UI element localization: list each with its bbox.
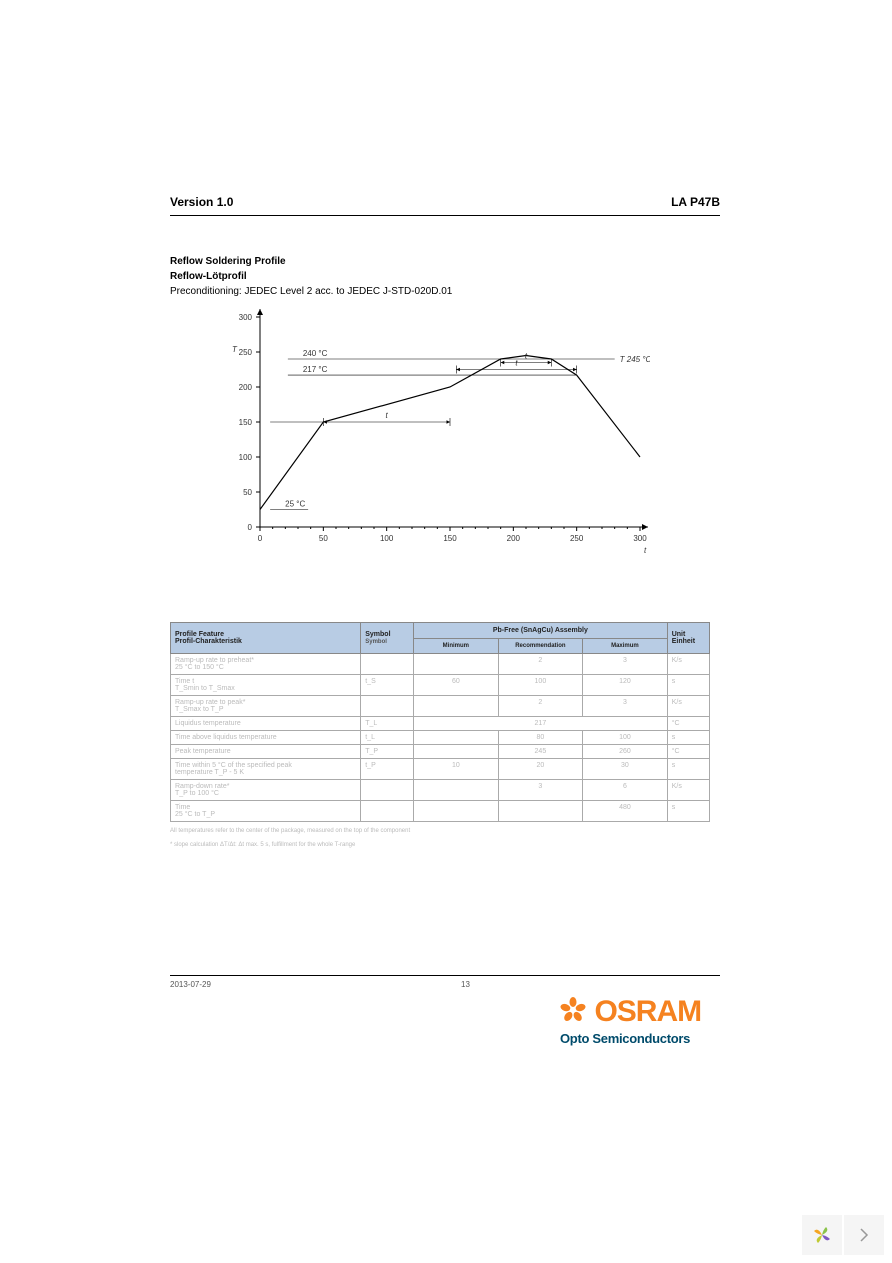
part-number: LA P47B <box>671 195 720 209</box>
svg-text:50: 50 <box>319 534 328 543</box>
table-footnote-1: All temperatures refer to the center of … <box>170 828 710 836</box>
table-row: Time within 5 °C of the specified peakte… <box>171 759 710 780</box>
col-assembly: Pb-Free (SnAgCu) Assembly <box>414 623 668 639</box>
svg-text:217 °C: 217 °C <box>303 365 328 374</box>
osram-star-icon <box>560 997 586 1028</box>
col-symbol: SymbolSymbol <box>361 623 414 654</box>
table-row: Peak temperatureT_P245260°C <box>171 745 710 759</box>
nav-flower-button[interactable] <box>802 1215 842 1255</box>
profile-table: Profile FeatureProfil-CharakteristikSymb… <box>170 622 710 850</box>
preconditioning-text: Preconditioning: JEDEC Level 2 acc. to J… <box>170 286 720 297</box>
reflow-chart: 0 50 100 150 200 250 300 0 50 100 150 200 250 300 t T 24… <box>220 307 720 572</box>
svg-text:t: t <box>386 411 389 420</box>
col-max: Maximum <box>583 639 668 654</box>
svg-text:T: T <box>232 345 238 354</box>
svg-text:0: 0 <box>258 534 263 543</box>
col-rec: Recommendation <box>498 639 583 654</box>
svg-text:t: t <box>644 546 647 555</box>
col-unit: UnitEinheit <box>667 623 709 654</box>
flower-icon <box>811 1224 833 1246</box>
table-row: Time tT_Smin to T_Smaxt_S60100120s <box>171 675 710 696</box>
table-row: Ramp-up rate to peak*T_Smax to T_P23K/s <box>171 696 710 717</box>
svg-text:200: 200 <box>239 383 253 392</box>
section-title-de: Reflow-Lötprofil <box>170 271 720 282</box>
svg-text:100: 100 <box>239 453 253 462</box>
footer-page: 13 <box>461 980 470 989</box>
table-row: Ramp-up rate to preheat*25 °C to 150 °C2… <box>171 654 710 675</box>
table-row: Liquidus temperatureT_L217°C <box>171 717 710 731</box>
nav-next-button[interactable] <box>844 1215 884 1255</box>
osram-subtitle: Opto Semiconductors <box>560 1031 701 1046</box>
table-footnote-2: * slope calculation ΔT/Δt: Δt max. 5 s, … <box>170 842 710 850</box>
table-row: Time above liquidus temperaturet_L80100s <box>171 731 710 745</box>
svg-text:250: 250 <box>570 534 584 543</box>
chevron-right-icon <box>859 1228 869 1242</box>
svg-text:50: 50 <box>243 488 252 497</box>
svg-text:250: 250 <box>239 348 253 357</box>
version-label: Version 1.0 <box>170 195 233 209</box>
footer-date: 2013-07-29 <box>170 980 211 989</box>
svg-text:240 °C: 240 °C <box>303 349 328 358</box>
svg-text:300: 300 <box>633 534 647 543</box>
col-min: Minimum <box>414 639 499 654</box>
page-footer: 2013-07-29 13 <box>170 975 720 989</box>
svg-text:0: 0 <box>248 523 253 532</box>
svg-text:150: 150 <box>239 418 253 427</box>
table-row: Ramp-down rate*T_P to 100 °C36K/s <box>171 780 710 801</box>
svg-text:200: 200 <box>507 534 521 543</box>
svg-text:25 °C: 25 °C <box>285 500 305 509</box>
svg-text:t: t <box>515 359 518 368</box>
svg-text:300: 300 <box>239 313 253 322</box>
nav-buttons <box>800 1215 884 1255</box>
osram-brand-text: OSRAM <box>594 995 701 1029</box>
table-row: Time25 °C to T_P480s <box>171 801 710 822</box>
page-header: Version 1.0 LA P47B <box>170 195 720 216</box>
svg-text:T 245 °C: T 245 °C <box>620 355 650 364</box>
svg-text:150: 150 <box>443 534 457 543</box>
osram-logo: OSRAM Opto Semiconductors <box>560 995 701 1046</box>
section-title-en: Reflow Soldering Profile <box>170 256 720 267</box>
col-feature: Profile FeatureProfil-Charakteristik <box>171 623 361 654</box>
svg-text:100: 100 <box>380 534 394 543</box>
